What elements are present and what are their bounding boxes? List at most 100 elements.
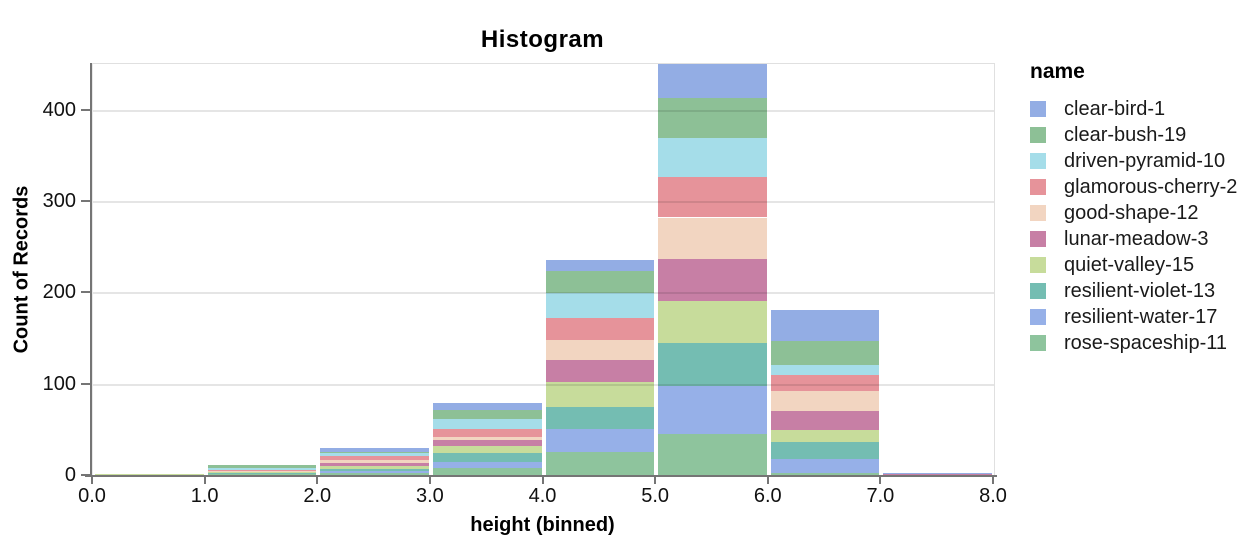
x-tick-label-0.0: 0.0 — [78, 485, 106, 507]
bar-segment-rose-spaceship-11-bin6[interactable] — [770, 473, 880, 476]
y-tick-label-0: 0 — [64, 464, 76, 486]
legend-label: rose-spaceship-11 — [1064, 331, 1228, 354]
bar-segment-rose-spaceship-11-bin5[interactable] — [658, 433, 767, 476]
legend-label: driven-pyramid-10 — [1064, 149, 1226, 172]
gridline-y-300 — [93, 200, 994, 203]
bar-segment-good-shape-12-bin6[interactable] — [770, 391, 880, 412]
legend-swatch-icon — [1030, 309, 1046, 325]
bar-segment-resilient-violet-13-bin1[interactable] — [207, 473, 317, 475]
bar-segment-clear-bird-1-bin5[interactable] — [658, 64, 767, 98]
bar-segment-driven-pyramid-10-bin6[interactable] — [770, 365, 880, 375]
legend-item-driven-pyramid-10[interactable]: driven-pyramid-10 — [1030, 148, 1237, 174]
bar-segment-quiet-valley-15-bin0[interactable] — [95, 474, 204, 476]
x-tick-5.0 — [654, 477, 657, 484]
bar-segment-rose-spaceship-11-bin2[interactable] — [320, 473, 429, 476]
bar-segment-rose-spaceship-11-bin3[interactable] — [432, 467, 542, 476]
bar-segment-quiet-valley-15-bin5[interactable] — [658, 300, 767, 343]
bar-segment-clear-bush-19-bin3[interactable] — [432, 410, 542, 420]
bar-segment-glamorous-cherry-2-bin5[interactable] — [658, 177, 767, 218]
bar-segment-rose-spaceship-11-bin4[interactable] — [545, 452, 655, 476]
bar-segment-lunar-meadow-3-bin7[interactable] — [883, 474, 992, 476]
bar-segment-quiet-valley-15-bin6[interactable] — [770, 430, 880, 443]
x-tick-6.0 — [766, 477, 769, 484]
x-tick-label-2.0: 2.0 — [303, 485, 332, 507]
x-tick-label-8.0: 8.0 — [979, 485, 1007, 507]
bar-segment-driven-pyramid-10-bin2[interactable] — [320, 453, 429, 456]
bar-segment-good-shape-12-bin1[interactable] — [207, 471, 317, 473]
bar-segment-lunar-meadow-3-bin4[interactable] — [545, 360, 655, 382]
x-tick-label-7.0: 7.0 — [866, 485, 895, 507]
x-axis-title: height (binned) — [470, 514, 615, 536]
y-tick-label-100: 100 — [42, 372, 76, 395]
bar-segment-lunar-meadow-3-bin3[interactable] — [432, 440, 542, 446]
bar-segment-resilient-water-17-bin4[interactable] — [545, 429, 655, 453]
bar-segment-driven-pyramid-10-bin1[interactable] — [207, 467, 317, 470]
bar-segment-quiet-valley-15-bin3[interactable] — [432, 445, 542, 454]
bar-segment-quiet-valley-15-bin1[interactable] — [207, 472, 317, 474]
legend-item-glamorous-cherry-2[interactable]: glamorous-cherry-2 — [1030, 174, 1237, 200]
bar-segment-clear-bush-19-bin5[interactable] — [658, 97, 767, 138]
legend-item-clear-bird-1[interactable]: clear-bird-1 — [1030, 96, 1237, 122]
bar-segment-glamorous-cherry-2-bin2[interactable] — [320, 455, 429, 460]
bar-segment-resilient-water-17-bin5[interactable] — [658, 385, 767, 434]
bar-segment-clear-bird-1-bin2[interactable] — [320, 447, 429, 453]
bar-segment-driven-pyramid-10-bin3[interactable] — [432, 419, 542, 430]
bar-segment-resilient-violet-13-bin6[interactable] — [770, 442, 880, 459]
bar-segment-clear-bird-1-bin6[interactable] — [770, 309, 880, 341]
legend-item-lunar-meadow-3[interactable]: lunar-meadow-3 — [1030, 226, 1237, 252]
bar-segment-clear-bush-19-bin4[interactable] — [545, 271, 655, 294]
bar-segment-clear-bird-1-bin3[interactable] — [432, 402, 542, 411]
bar-segment-resilient-violet-13-bin4[interactable] — [545, 406, 655, 430]
bar-segment-lunar-meadow-3-bin6[interactable] — [770, 411, 880, 431]
bar-segment-clear-bush-19-bin2[interactable] — [320, 452, 429, 454]
legend-label: lunar-meadow-3 — [1064, 227, 1209, 250]
bar-segment-good-shape-12-bin3[interactable] — [432, 436, 542, 441]
legend-item-resilient-violet-13[interactable]: resilient-violet-13 — [1030, 278, 1237, 304]
bar-segment-clear-bird-1-bin4[interactable] — [545, 259, 655, 272]
bar-segment-clear-bush-19-bin1[interactable] — [207, 465, 317, 468]
x-tick-2.0 — [316, 477, 319, 484]
legend-swatch-icon — [1030, 205, 1046, 221]
bar-segment-clear-bush-19-bin6[interactable] — [770, 340, 880, 366]
bar-segment-resilient-violet-13-bin3[interactable] — [432, 453, 542, 463]
bar-segment-glamorous-cherry-2-bin6[interactable] — [770, 374, 880, 392]
bar-segment-lunar-meadow-3-bin2[interactable] — [320, 463, 429, 466]
legend-item-rose-spaceship-11[interactable]: rose-spaceship-11 — [1030, 330, 1237, 356]
x-tick-7.0 — [879, 477, 882, 484]
x-tick-label-4.0: 4.0 — [528, 485, 557, 507]
bar-segment-glamorous-cherry-2-bin4[interactable] — [545, 317, 655, 340]
bar-segment-resilient-violet-13-bin5[interactable] — [658, 342, 767, 386]
legend-label: resilient-water-17 — [1064, 305, 1218, 328]
bar-segment-driven-pyramid-10-bin5[interactable] — [658, 138, 767, 178]
bar-segment-quiet-valley-15-bin4[interactable] — [545, 381, 655, 407]
legend-item-good-shape-12[interactable]: good-shape-12 — [1030, 200, 1237, 226]
legend-item-clear-bush-19[interactable]: clear-bush-19 — [1030, 122, 1237, 148]
bar-segment-good-shape-12-bin2[interactable] — [320, 459, 429, 464]
y-tick-100 — [81, 382, 90, 385]
bar-segment-resilient-water-17-bin3[interactable] — [432, 462, 542, 468]
y-axis-line — [90, 63, 92, 477]
bar-segment-clear-bird-1-bin7[interactable] — [883, 473, 992, 475]
y-tick-label-400: 400 — [42, 98, 76, 121]
x-tick-4.0 — [541, 477, 544, 484]
bar-segment-resilient-water-17-bin6[interactable] — [770, 458, 880, 474]
legend-label: good-shape-12 — [1064, 201, 1199, 224]
bar-segment-driven-pyramid-10-bin4[interactable] — [545, 293, 655, 318]
bar-segment-glamorous-cherry-2-bin1[interactable] — [207, 469, 317, 472]
legend-item-quiet-valley-15[interactable]: quiet-valley-15 — [1030, 252, 1237, 278]
bar-segment-resilient-violet-13-bin2[interactable] — [320, 468, 429, 471]
legend-swatch-icon — [1030, 127, 1046, 143]
legend-item-resilient-water-17[interactable]: resilient-water-17 — [1030, 304, 1237, 330]
bar-segment-quiet-valley-15-bin2[interactable] — [320, 465, 429, 469]
legend-swatch-icon — [1030, 335, 1046, 351]
bar-segment-resilient-water-17-bin2[interactable] — [320, 470, 429, 474]
legend-items: clear-bird-1 clear-bush-19 driven-pyramid-… — [1030, 96, 1237, 356]
legend-swatch-icon — [1030, 101, 1046, 117]
bar-segment-lunar-meadow-3-bin5[interactable] — [658, 258, 767, 301]
bar-segment-glamorous-cherry-2-bin3[interactable] — [432, 429, 542, 437]
legend-label: clear-bush-19 — [1064, 123, 1187, 146]
bar-segment-good-shape-12-bin4[interactable] — [545, 339, 655, 360]
bar-segment-good-shape-12-bin5[interactable] — [658, 217, 767, 259]
x-tick-1.0 — [203, 477, 206, 484]
